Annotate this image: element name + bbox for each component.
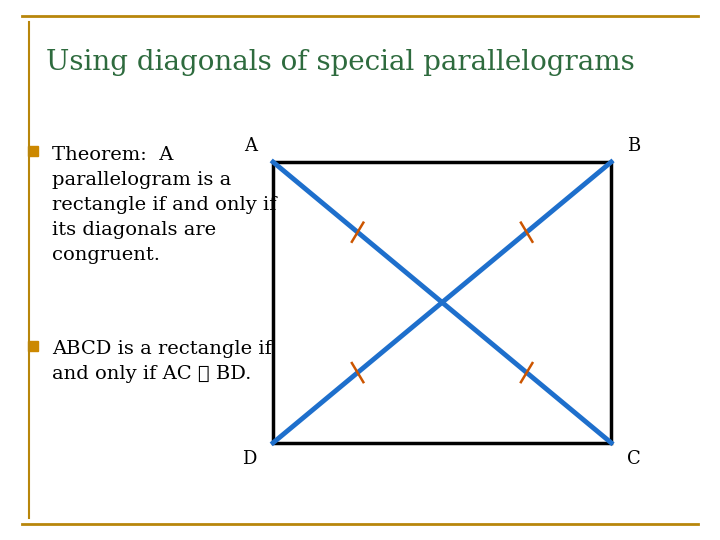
Text: D: D: [243, 449, 257, 468]
Text: B: B: [627, 137, 641, 156]
Text: Using diagonals of special parallelograms: Using diagonals of special parallelogram…: [45, 49, 634, 76]
Text: A: A: [244, 137, 257, 156]
Text: C: C: [627, 449, 642, 468]
Text: ABCD is a rectangle if
and only if AC ≅ BD.: ABCD is a rectangle if and only if AC ≅ …: [52, 340, 272, 383]
Text: Theorem:  A
parallelogram is a
rectangle if and only if
its diagonals are
congru: Theorem: A parallelogram is a rectangle …: [52, 146, 276, 264]
